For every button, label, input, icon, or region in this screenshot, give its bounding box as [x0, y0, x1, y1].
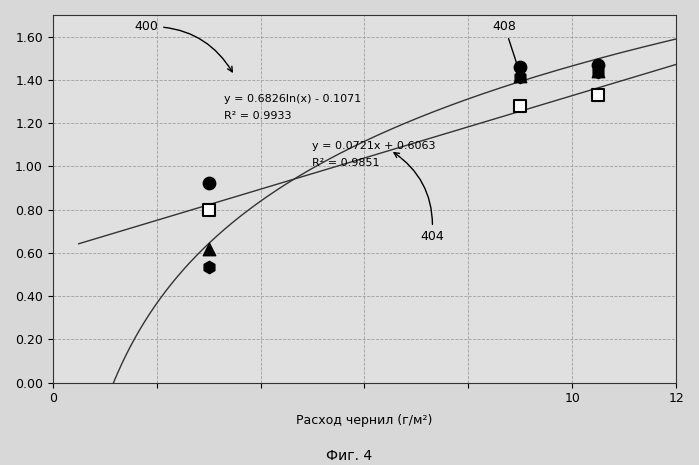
Point — [593, 67, 604, 75]
X-axis label: Расход чернил (г/м²): Расход чернил (г/м²) — [296, 414, 433, 427]
Point — [203, 179, 214, 186]
Text: Фиг. 4: Фиг. 4 — [326, 449, 373, 463]
Point — [593, 91, 604, 99]
Point — [514, 73, 526, 80]
Text: y = 0.0721x + 0.6063: y = 0.0721x + 0.6063 — [312, 141, 436, 151]
Point — [593, 61, 604, 68]
Text: R² = 0.9933: R² = 0.9933 — [224, 111, 291, 121]
Point — [514, 63, 526, 71]
Text: 400: 400 — [134, 20, 232, 72]
Text: R² = 0.9851: R² = 0.9851 — [312, 159, 380, 168]
Point — [203, 206, 214, 213]
Text: 408: 408 — [493, 20, 520, 70]
Point — [203, 245, 214, 252]
Text: y = 0.6826ln(x) - 0.1071: y = 0.6826ln(x) - 0.1071 — [224, 93, 361, 104]
Point — [514, 102, 526, 110]
Text: 404: 404 — [394, 153, 444, 243]
Point — [593, 69, 604, 76]
Point — [514, 72, 526, 79]
Point — [203, 263, 214, 271]
